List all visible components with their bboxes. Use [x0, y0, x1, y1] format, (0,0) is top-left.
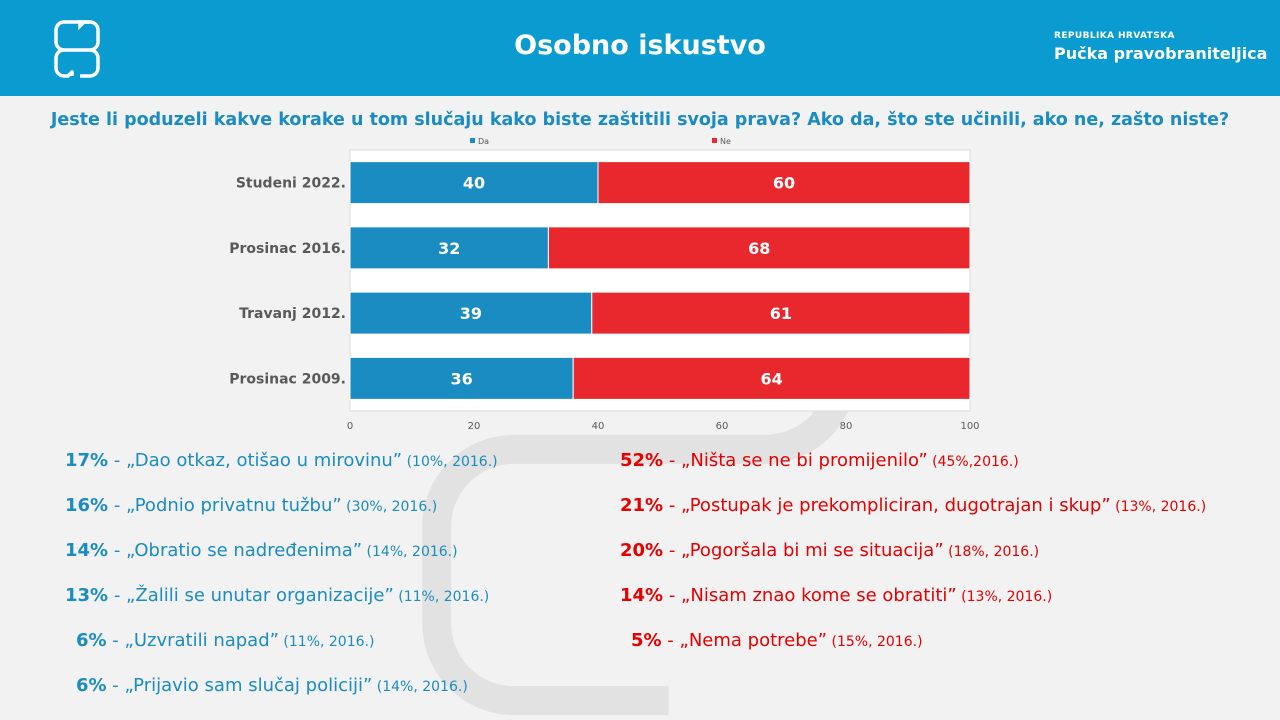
percentage: 52% [620, 450, 664, 471]
reason-text: - „Uzvratili napad” [106, 630, 279, 651]
data-label: 40 [463, 174, 485, 193]
data-label: 64 [760, 369, 782, 388]
percentage: 21% [620, 495, 664, 516]
comparison-note: (14%, 2016.) [362, 544, 458, 560]
legend-swatch [470, 138, 475, 143]
reason-text: - „Podnio privatnu tužbu” [108, 495, 342, 516]
percentage: 14% [65, 540, 109, 561]
percentage: 6% [76, 675, 107, 696]
bar-segment [349, 226, 549, 270]
percentage: 17% [65, 450, 109, 471]
org-line-1: REPUBLIKA HRVATSKA [1054, 31, 1175, 41]
x-tick-label: 80 [840, 421, 853, 432]
org-line-2: Pučka pravobraniteljica [1054, 44, 1268, 63]
bar-segment [349, 356, 574, 400]
data-label: 68 [748, 239, 770, 258]
bar-segment [349, 161, 599, 205]
survey-question: Jeste li poduzeli kakve korake u tom slu… [50, 110, 1230, 130]
percentage: 13% [65, 585, 109, 606]
list-item: 52% - „Ništa se ne bi promijenilo” (45%,… [620, 450, 1019, 471]
x-tick-label: 60 [716, 421, 729, 432]
comparison-note: (10%, 2016.) [402, 454, 498, 470]
list-item: 20% - „Pogoršala bi mi se situacija” (18… [620, 540, 1039, 561]
list-item: 6% - „Prijavio sam slučaj policiji” (14%… [76, 675, 468, 696]
comparison-note: (18%, 2016.) [943, 544, 1040, 560]
list-item: 17% - „Dao otkaz, otišao u mirovinu” (10… [65, 450, 498, 471]
comparison-note: (13%, 2016.) [1110, 499, 1207, 515]
legend-swatch [712, 138, 717, 143]
reason-text: - „Ništa se ne bi promijenilo” [663, 450, 928, 471]
category-label: Prosinac 2016. [229, 241, 346, 257]
comparison-note: (11%, 2016.) [393, 589, 490, 605]
bar-segment [572, 356, 971, 400]
percentage: 16% [65, 495, 109, 516]
list-item: 5% - „Nema potrebe” (15%, 2016.) [631, 630, 923, 651]
list-item: 16% - „Podnio privatnu tužbu” (30%, 2016… [65, 495, 437, 516]
reason-text: - „Postupak je prekompliciran, dugotraja… [663, 495, 1111, 516]
reason-text: - „Nema potrebe” [661, 630, 828, 651]
percentage: 20% [620, 540, 664, 561]
data-label: 39 [460, 304, 482, 323]
list-item: 14% - „Obratio se nadređenima” (14%, 201… [65, 540, 458, 561]
comparison-note: (11%, 2016.) [278, 634, 375, 650]
x-tick-label: 40 [592, 421, 605, 432]
percentage: 6% [76, 630, 107, 651]
x-tick-label: 100 [960, 421, 979, 432]
page-title: Osobno iskustvo [514, 30, 766, 61]
reason-text: - „Nisam znao kome se obratiti” [663, 585, 957, 606]
category-label: Travanj 2012. [239, 306, 346, 322]
comparison-note: (15%, 2016.) [827, 634, 923, 650]
organization-label: REPUBLIKA HRVATSKA Pučka pravobranitelji… [1054, 31, 1267, 63]
percentage: 5% [631, 630, 662, 651]
comparison-note: (30%, 2016.) [341, 499, 438, 515]
comparison-note: (13%, 2016.) [956, 589, 1053, 605]
bar-segment [547, 226, 971, 270]
header-bar: Osobno iskustvo REPUBLIKA HRVATSKA Pučka… [0, 0, 1280, 96]
list-item: 21% - „Postupak je prekompliciran, dugot… [620, 495, 1206, 516]
category-label: Studeni 2022. [236, 176, 346, 192]
bar-segment [597, 161, 971, 205]
data-label: 36 [450, 369, 472, 388]
stacked-bar-chart: Da Ne Studeni 2022. 40 60 Prosinac 2016. 32 68 T… [229, 137, 979, 432]
legend-label: Da [478, 137, 489, 146]
x-tick-label: 20 [468, 421, 481, 432]
list-item: 6% - „Uzvratili napad” (11%, 2016.) [76, 630, 374, 651]
reason-text: - „Dao otkaz, otišao u mirovinu” [108, 450, 403, 471]
list-item: 14% - „Nisam znao kome se obratiti” (13%… [620, 585, 1052, 606]
data-label: 61 [770, 304, 792, 323]
x-tick-label: 0 [347, 421, 353, 432]
percentage: 14% [620, 585, 664, 606]
list-item: 13% - „Žalili se unutar organizacije” (1… [65, 585, 489, 606]
comparison-note: (14%, 2016.) [372, 679, 468, 695]
speech-bubble-logo-icon [54, 20, 100, 78]
bar-segment [591, 291, 971, 335]
category-label: Prosinac 2009. [229, 371, 346, 387]
reason-text: - „Žalili se unutar organizacije” [108, 585, 394, 606]
bar-segment [349, 291, 593, 335]
data-label: 32 [438, 239, 460, 258]
reason-text: - „Prijavio sam slučaj policiji” [106, 675, 373, 696]
reason-text: - „Obratio se nadređenima” [108, 540, 363, 561]
comparison-note: (45%,2016.) [927, 454, 1019, 470]
reason-text: - „Pogoršala bi mi se situacija” [663, 540, 944, 561]
data-label: 60 [773, 174, 795, 193]
legend-label: Ne [720, 137, 731, 146]
